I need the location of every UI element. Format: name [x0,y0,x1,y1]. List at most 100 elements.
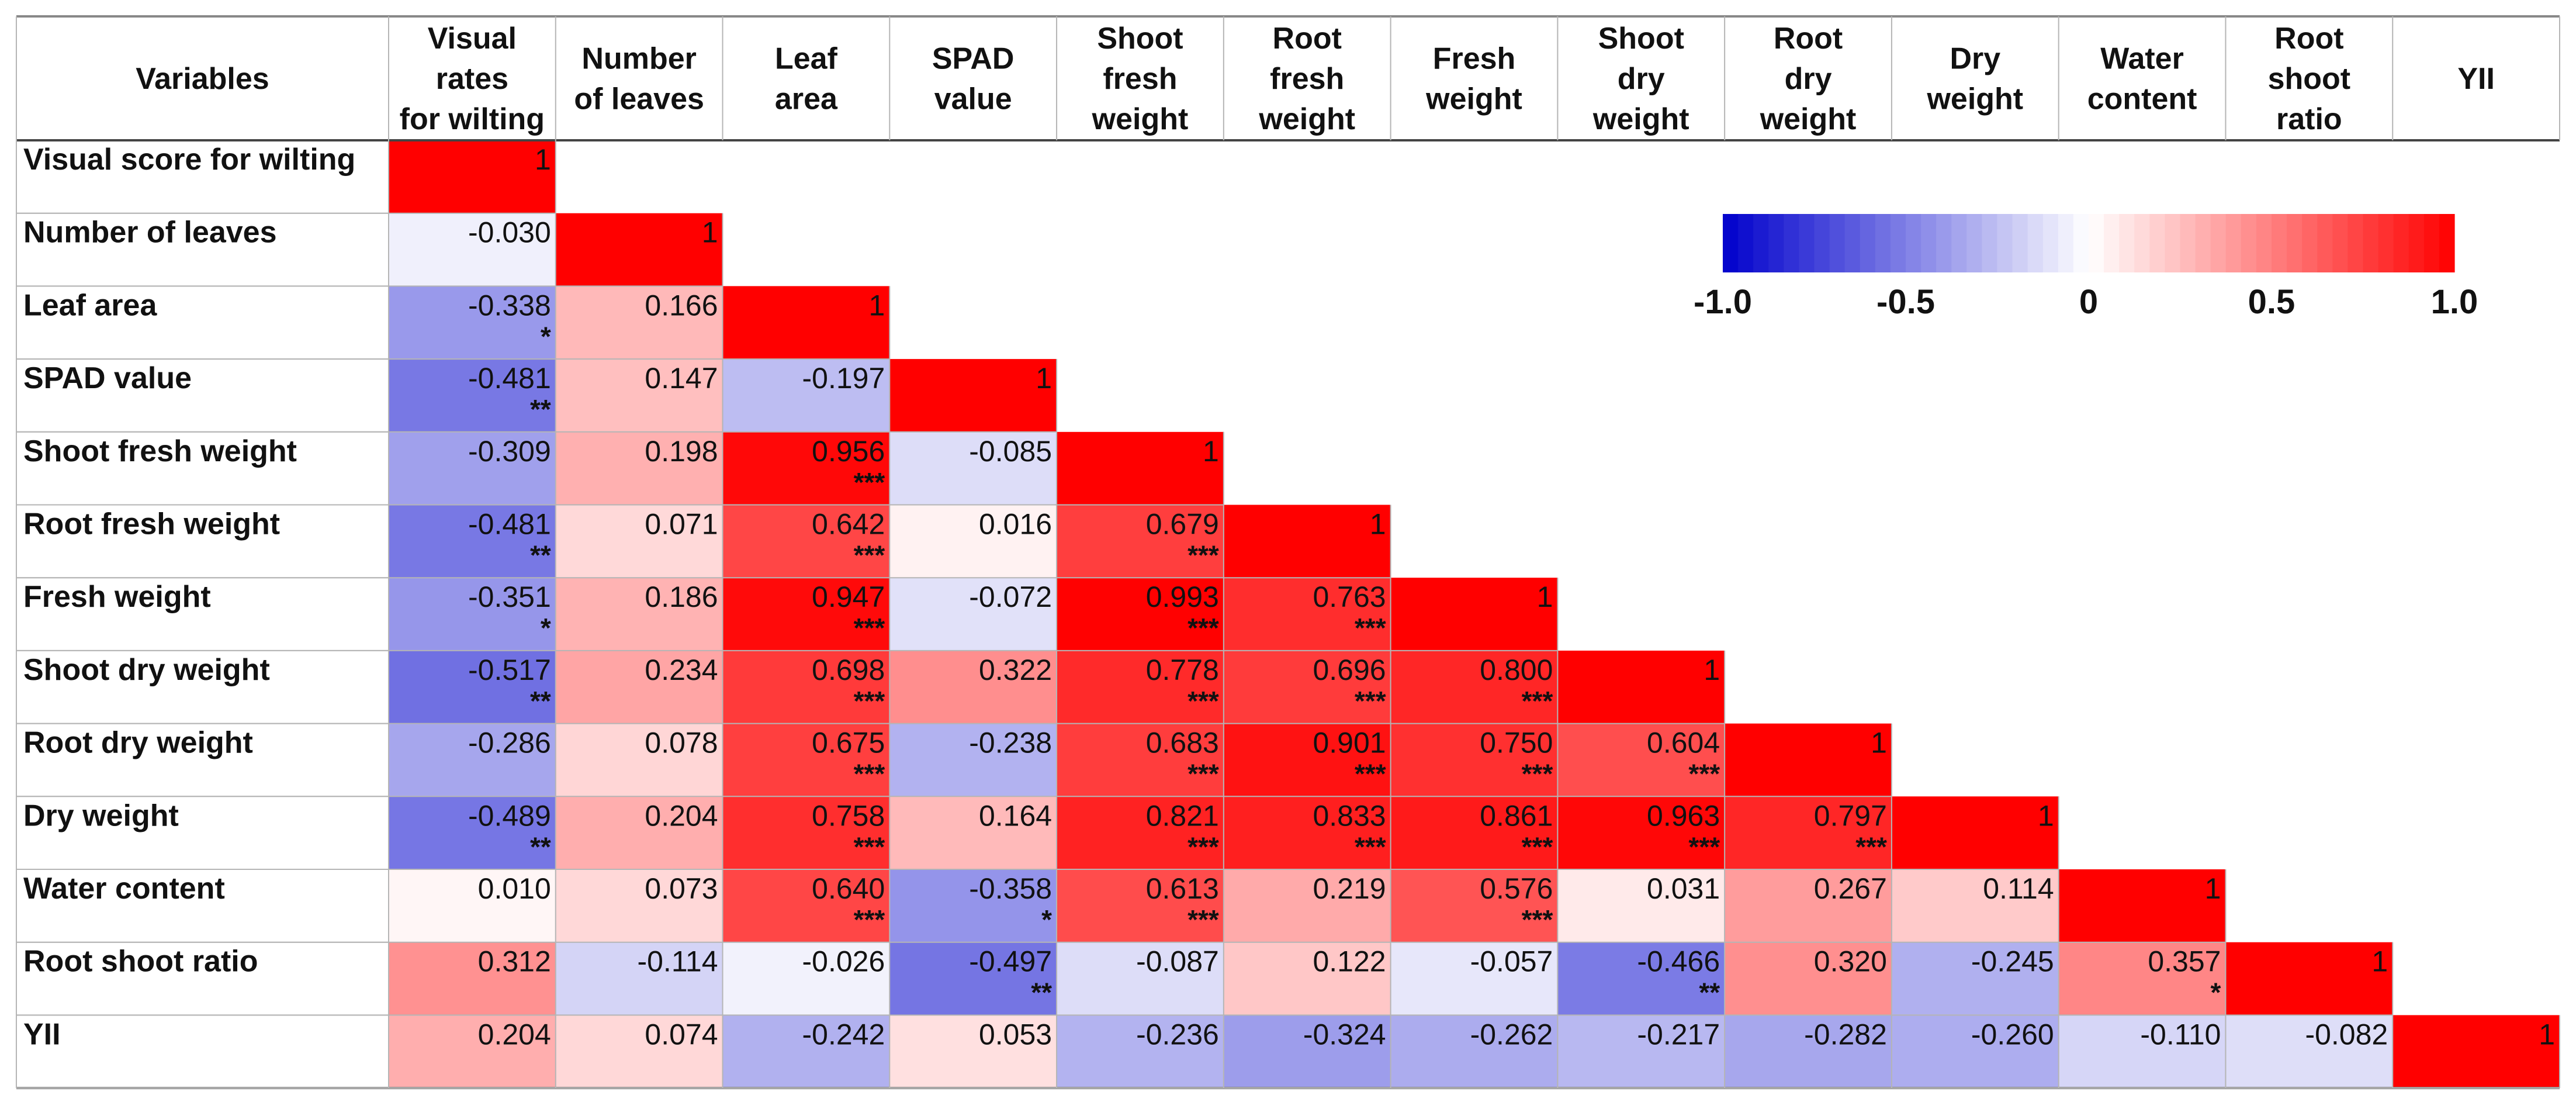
heatmap-cell-r12-c5 [1223,1015,1391,1089]
cell-value-r6-c0: -0.351 [468,581,551,613]
legend-color-swatch [2287,214,2303,272]
cell-value-r12-c3: 0.053 [979,1018,1052,1051]
heatmap-cell-r11-c8 [1725,942,1892,1015]
cell-significance-r9-c0: ** [530,831,551,862]
heatmap-cell-r9-c5 [1223,796,1391,869]
heatmap-cell-r2-c0 [389,286,556,360]
cell-value-r9-c3: 0.164 [979,799,1052,832]
cell-value-r7-c3: 0.322 [979,654,1052,686]
cell-value-r11-c9: -0.245 [1971,945,2054,978]
cell-value-r11-c10: 0.357 [2148,945,2221,978]
legend-tick-label: -1.0 [1694,283,1752,321]
legend-color-swatch [1890,214,1906,272]
cell-value-r11-c3: -0.497 [969,945,1052,978]
heatmap-cell-r3-c2 [722,359,890,432]
heatmap-cell-r4-c0 [389,431,556,505]
cell-significance-r9-c7: *** [1688,831,1720,862]
cell-value-r9-c7: 0.963 [1647,799,1720,832]
cell-value-r8-c1: 0.078 [645,727,718,759]
cell-significance-r7-c4: *** [1187,686,1219,716]
column-header-line: for wilting [400,102,545,136]
column-header-line: weight [1592,102,1689,136]
heatmap-cell-r10-c4 [1057,869,1224,942]
heatmap-cell-r10-c0 [389,869,556,942]
heatmap-cell-r6-c1 [555,578,723,651]
heatmap-cell-r10-c1 [555,869,723,942]
cell-significance-r8-c7: *** [1688,759,1720,789]
legend-color-swatch [1921,214,1937,272]
column-header-2: Leaf area [775,42,838,116]
row-label-5: Root fresh weight [23,507,280,541]
heatmap-cell-r5-c5 [1223,505,1391,578]
column-header-line: weight [1760,102,1857,136]
column-header-line: Shoot [1097,22,1183,56]
heatmap-cell-r6-c2 [722,578,890,651]
cell-value-r9-c0: -0.489 [468,799,551,832]
column-header-line: dry [1618,62,1665,96]
cell-significance-r11-c3: ** [1031,977,1052,1008]
legend-color-swatch [1738,214,1754,272]
cell-value-r11-c7: -0.466 [1637,945,1720,978]
heatmap-cell-r7-c7 [1557,650,1725,724]
cell-value-r8-c2: 0.675 [812,727,885,759]
column-header-line: SPAD [932,42,1015,76]
heatmap-cell-r11-c6 [1390,942,1558,1015]
cell-value-r8-c7: 0.604 [1647,727,1720,759]
cell-value-r10-c5: 0.219 [1313,872,1386,905]
cell-value-r10-c4: 0.613 [1146,872,1219,905]
cell-value-r6-c3: -0.072 [969,581,1052,613]
legend-tick-label: -0.5 [1876,283,1935,321]
column-header-line: YII [2457,62,2495,96]
row-label-11: Root shoot ratio [23,945,258,979]
cell-significance-r6-c5: *** [1355,613,1386,643]
cell-value-r3-c2: -0.197 [802,362,885,395]
heatmap-cell-r12-c1 [555,1015,723,1089]
column-header-line: area [775,82,838,116]
legend-color-swatch [2119,214,2135,272]
cell-value-r9-c1: 0.204 [645,799,718,832]
legend-color-swatch [1860,214,1876,272]
cell-significance-r10-c6: *** [1522,904,1553,935]
cell-value-r6-c5: 0.763 [1313,581,1386,613]
cell-significance-r9-c2: *** [854,831,885,862]
corner-label-variables: Variables [136,62,269,96]
column-header-11: Root shoot ratio [2268,22,2351,136]
heatmap-cells [389,140,2560,1089]
heatmap-cell-r8-c6 [1390,723,1558,797]
heatmap-cell-r10-c7 [1557,869,1725,942]
cell-value-r12-c1: 0.074 [645,1018,718,1051]
column-header-line: Leaf [775,42,838,76]
cell-value-r8-c0: -0.286 [468,727,551,759]
column-header-8: Root dry weight [1760,22,1857,136]
cell-value-r11-c6: -0.057 [1470,945,1553,978]
row-label-6: Fresh weight [23,580,211,614]
cell-value-r8-c8: 1 [1871,727,1887,759]
heatmap-cell-r8-c5 [1223,723,1391,797]
legend-color-swatch [1951,214,1967,272]
column-header-12: YII [2457,62,2495,96]
cell-value-r2-c1: 0.166 [645,289,718,322]
cell-value-r8-c3: -0.238 [969,727,1052,759]
cell-value-r12-c4: -0.236 [1136,1018,1219,1051]
legend-color-swatch [2073,214,2089,272]
heatmap-cell-r7-c6 [1390,650,1558,724]
cell-significance-r5-c0: ** [530,540,551,571]
legend-color-swatch [2393,214,2409,272]
legend-color-swatch [2149,214,2166,272]
cell-value-r11-c5: 0.122 [1313,945,1386,978]
cell-significance-r5-c2: *** [854,540,885,571]
cell-value-r5-c3: 0.016 [979,508,1052,541]
cell-value-r4-c2: 0.956 [812,435,885,468]
cell-significance-r8-c2: *** [854,759,885,789]
cell-value-r10-c1: 0.073 [645,872,718,905]
cell-value-r6-c4: 0.993 [1146,581,1219,613]
column-header-6: Fresh weight [1425,42,1522,116]
cell-value-r9-c5: 0.833 [1313,799,1386,832]
heatmap-cell-r12-c10 [2058,1015,2226,1089]
heatmap-cell-r7-c3 [889,650,1057,724]
column-header: Variables Visual rates for wilting Number of … [136,22,2495,136]
column-header-line: Root [2274,22,2343,56]
cell-value-r7-c7: 1 [1704,654,1720,686]
cell-value-r5-c1: 0.071 [645,508,718,541]
